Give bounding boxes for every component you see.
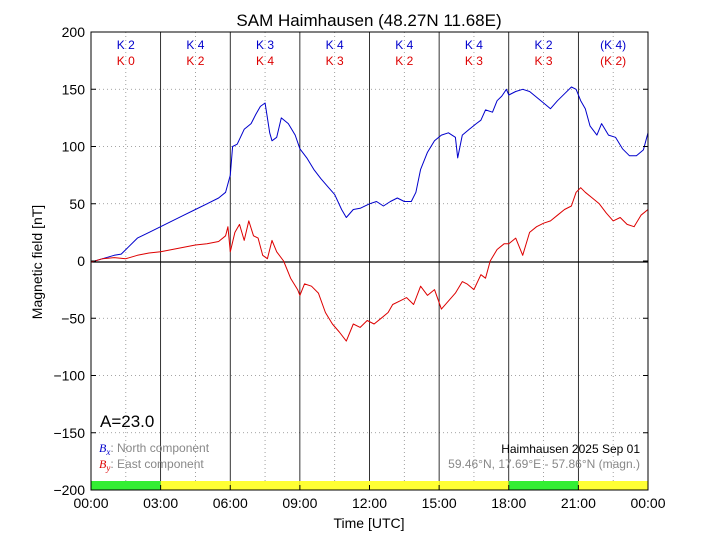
three-hour-dividers bbox=[160, 32, 579, 490]
x-tick-label: 18:00 bbox=[491, 495, 526, 511]
y-tick-label: 0 bbox=[77, 253, 85, 269]
a-index: A=23.0 bbox=[100, 412, 154, 431]
k-index-north: K 2 bbox=[117, 38, 135, 52]
x-tick-label: 21:00 bbox=[561, 495, 596, 511]
series-line-north bbox=[90, 86, 649, 263]
k-index-north: K 3 bbox=[256, 38, 274, 52]
legend-symbol-east: B bbox=[99, 457, 107, 471]
k-index-east: K 3 bbox=[535, 54, 553, 68]
activity-segment-yellow bbox=[230, 481, 300, 490]
legend-subscript-east: y bbox=[105, 463, 110, 473]
k-index-north: K 4 bbox=[395, 38, 413, 52]
y-tick-label: 150 bbox=[62, 81, 86, 97]
y-axis-label: Magnetic field [nT] bbox=[29, 205, 45, 319]
coordinates-info: 59.46°N, 17.69°E - 57.86°N (magn.) bbox=[448, 457, 640, 471]
k-index-east: K 3 bbox=[465, 54, 483, 68]
activity-bar bbox=[91, 481, 648, 490]
activity-segment-green bbox=[508, 481, 579, 490]
series-layer bbox=[90, 86, 649, 342]
activity-segment-yellow bbox=[578, 481, 648, 490]
activity-segment-yellow bbox=[160, 481, 231, 490]
k-index-north: K 4 bbox=[186, 38, 204, 52]
y-axis: 200 150 100 50 0 −50 −100 −150 −200 bbox=[53, 24, 648, 498]
chart-title: SAM Haimhausen (48.27N 11.68E) bbox=[236, 11, 501, 30]
legend-text-north: : North component bbox=[110, 441, 209, 455]
x-tick-label: 06:00 bbox=[213, 495, 248, 511]
legend: Bx: North component By: East component bbox=[99, 441, 210, 473]
series-line-east bbox=[90, 187, 649, 342]
y-tick-label: 50 bbox=[69, 196, 85, 212]
y-tick-label: 200 bbox=[62, 24, 86, 40]
k-index-east: (K 2) bbox=[600, 54, 626, 68]
k-index-east: K 2 bbox=[186, 54, 204, 68]
activity-segment-yellow bbox=[299, 481, 370, 490]
x-axis-label: Time [UTC] bbox=[333, 515, 404, 531]
k-index-north: K 4 bbox=[326, 38, 344, 52]
k-index-east: K 3 bbox=[326, 54, 344, 68]
legend-text-east: : East component bbox=[110, 457, 204, 471]
k-index-east: K 2 bbox=[395, 54, 413, 68]
x-tick-label: 03:00 bbox=[143, 495, 178, 511]
activity-segment-green bbox=[91, 481, 161, 490]
x-tick-label: 12:00 bbox=[352, 495, 387, 511]
x-tick-label: 09:00 bbox=[282, 495, 317, 511]
x-tick-label: 00:00 bbox=[73, 495, 108, 511]
x-tick-label: 15:00 bbox=[422, 495, 457, 511]
legend-entry-east: By: East component bbox=[99, 457, 204, 473]
legend-entry-north: Bx: North component bbox=[99, 441, 210, 457]
k-index-north: K 2 bbox=[535, 38, 553, 52]
k-index-north: (K 4) bbox=[600, 38, 626, 52]
station-date-info: Haimhausen 2025 Sep 01 bbox=[501, 442, 640, 456]
k-index-north: K 4 bbox=[465, 38, 483, 52]
y-tick-label: −50 bbox=[61, 310, 85, 326]
y-tick-label: −150 bbox=[53, 425, 85, 441]
y-tick-label: 100 bbox=[62, 139, 86, 155]
k-index-east: K 0 bbox=[117, 54, 135, 68]
y-tick-label: −200 bbox=[53, 482, 85, 498]
x-axis: 00:00 03:00 06:00 09:00 12:00 15:00 18:00 21:00… bbox=[73, 485, 666, 511]
legend-symbol-north: B bbox=[99, 441, 107, 455]
x-tick-label: 00:00 bbox=[630, 495, 665, 511]
grid-lines bbox=[91, 32, 648, 490]
k-index-east: K 4 bbox=[256, 54, 274, 68]
activity-segment-yellow bbox=[369, 481, 440, 490]
k-index-labels: K 2 K 0 K 4 K 2 K 3 K 4 K 4 K 3 K 4 K 2 K 4 K 3 K 2 K… bbox=[117, 38, 626, 68]
y-tick-label: −100 bbox=[53, 368, 85, 384]
activity-segment-yellow bbox=[439, 481, 509, 490]
legend-subscript-north: x bbox=[105, 447, 110, 457]
